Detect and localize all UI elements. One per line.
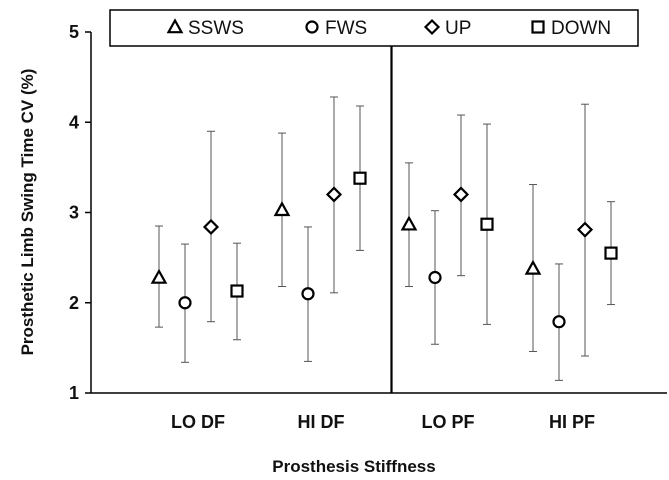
legend-label: UP <box>445 18 471 39</box>
data-point-square <box>230 284 244 298</box>
x-tick-label: LO PF <box>422 412 475 432</box>
data-point-circle <box>428 270 442 285</box>
errorbar-layer <box>155 96 615 381</box>
y-tick-label: 2 <box>69 293 79 313</box>
data-point-circle <box>301 287 315 301</box>
y-axis-title: Prosthetic Limb Swing Time CV (%) <box>18 69 37 356</box>
tick-layer: 1 2 3 4 5 LO DF HI DF LO PF HI PF <box>69 22 595 432</box>
data-point-triangle <box>400 215 418 231</box>
legend-marker-diamond <box>423 18 441 36</box>
data-point-diamond <box>576 221 594 238</box>
y-tick-label: 3 <box>69 203 79 223</box>
data-point-triangle <box>150 268 168 284</box>
data-point-triangle <box>273 201 291 217</box>
data-point-diamond <box>202 218 220 235</box>
data-point-circle <box>178 296 192 310</box>
legend-marker-triangle <box>166 18 184 34</box>
marker-layer <box>150 171 618 329</box>
x-tick-label: LO DF <box>171 412 225 432</box>
y-tick-label: 1 <box>69 383 79 403</box>
data-point-diamond <box>452 186 470 203</box>
y-tick-label: 4 <box>69 112 79 132</box>
legend: SSWS FWS UP DOWN <box>109 9 639 47</box>
data-point-square <box>480 217 494 231</box>
legend-marker-circle <box>305 20 319 34</box>
legend-label: SSWS <box>188 18 244 39</box>
axes <box>90 32 667 394</box>
legend-label: FWS <box>325 18 367 39</box>
legend-box <box>109 9 639 47</box>
x-tick-label: HI DF <box>298 412 345 432</box>
data-point-triangle <box>524 259 542 275</box>
legend-marker-square <box>531 20 545 34</box>
x-tick-label: HI PF <box>549 412 595 432</box>
data-point-square <box>604 246 618 260</box>
x-axis-title: Prosthesis Stiffness <box>272 457 435 476</box>
data-point-diamond <box>325 186 343 203</box>
data-point-square <box>353 171 367 185</box>
legend-label: DOWN <box>551 18 611 39</box>
y-tick-label: 5 <box>69 22 79 42</box>
data-point-circle <box>552 315 566 329</box>
